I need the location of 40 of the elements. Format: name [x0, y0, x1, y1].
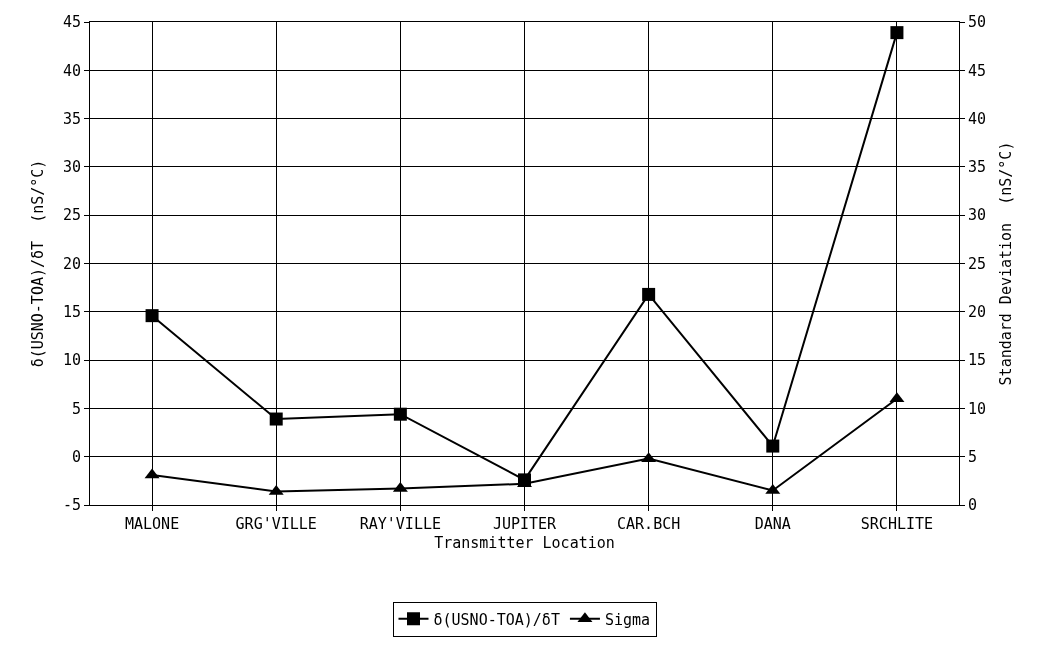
x-tick-label: JUPITER: [492, 515, 558, 533]
legend-label: Sigma: [604, 610, 651, 629]
legend-label: δ(USNO-TOA)/δT: [433, 610, 560, 629]
y-tick-label: 5: [71, 399, 81, 418]
y-tick-label: 45: [62, 13, 81, 32]
point: [393, 407, 407, 421]
y2-tick-label: 25: [968, 254, 987, 273]
y-tick-label: 25: [62, 206, 81, 225]
x-tick-label: SRCHLITE: [860, 515, 934, 533]
y2-tick-label: 10: [968, 399, 987, 418]
x-axis-title: Transmitter Location: [434, 534, 615, 552]
y2-tick-label: 45: [968, 61, 987, 80]
y2-axis-title: Standard Deviation (nS/°C): [997, 141, 1016, 386]
y-tick-label: 10: [62, 351, 81, 370]
x-tick-label: GRG'VILLE: [235, 515, 317, 533]
y-axis-title: δ(USNO-TOA)/δT (nS/°C): [29, 159, 48, 368]
point: [642, 287, 656, 301]
x-tick-label: RAY'VILLE: [359, 515, 441, 533]
y-tick-label: 30: [62, 158, 81, 177]
y-tick-label: 15: [62, 303, 81, 322]
point: [766, 439, 780, 453]
y-tick-label: 40: [62, 61, 81, 80]
y2-tick-label: 35: [968, 158, 987, 177]
x-tick-label: CAR.BCH: [617, 515, 681, 533]
y2-tick-label: 40: [968, 109, 987, 128]
point: [890, 26, 904, 40]
y2-tick-label: 30: [968, 206, 987, 225]
point: [269, 412, 283, 426]
y-tick-label: 20: [62, 254, 81, 273]
point: [145, 309, 159, 323]
y2-tick-label: 20: [968, 303, 987, 322]
y2-tick-label: 5: [968, 447, 978, 466]
x-tick-label: DANA: [754, 515, 791, 533]
y-tick-label: 0: [71, 447, 81, 466]
y-tick-label: -5: [62, 496, 81, 515]
y2-tick-label: 15: [968, 351, 987, 370]
y2-tick-label: 0: [968, 496, 978, 515]
y-tick-label: 35: [62, 109, 81, 128]
y2-tick-label: 50: [968, 13, 987, 32]
x-tick-label: MALONE: [124, 515, 180, 533]
